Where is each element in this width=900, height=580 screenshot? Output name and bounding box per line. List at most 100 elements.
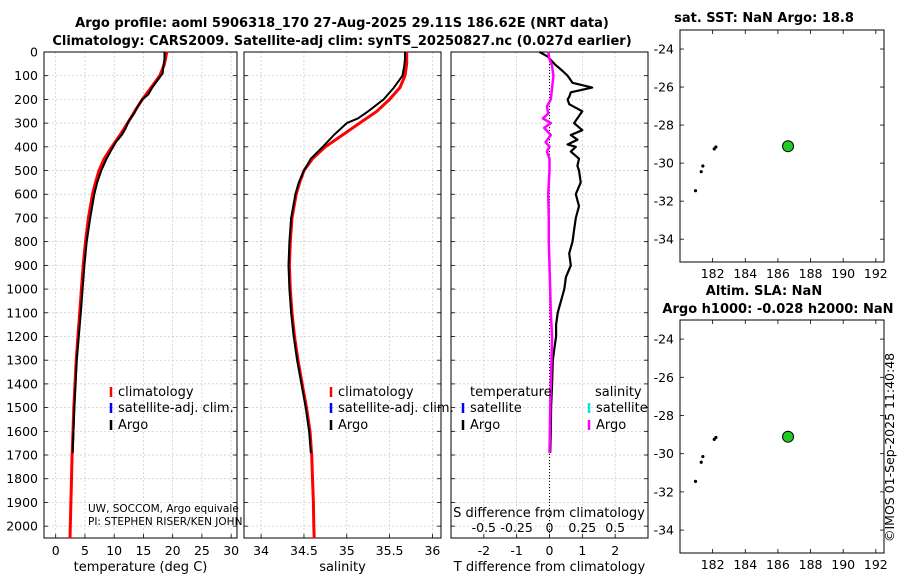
x-tick-label: 30: [223, 543, 239, 558]
x-tick-label: 0: [546, 543, 554, 558]
salinity-difference-line-point: [548, 158, 551, 160]
y-tick-label: -30: [654, 156, 674, 171]
argo-line-point: [300, 383, 302, 385]
temperature-difference-line-point: [578, 205, 580, 207]
legend-argo-label: Argo: [338, 418, 368, 433]
legend-temperature-heading: temperature: [470, 385, 552, 400]
argo-line-point: [78, 335, 80, 338]
climatology-line-point: [71, 454, 73, 456]
x-tick-label: 184: [733, 557, 757, 572]
temperature-difference-line-point: [581, 110, 583, 112]
climatology-line-point: [359, 122, 361, 124]
y-tick-label: 800: [14, 234, 38, 249]
figure-title-line2: Climatology: CARS2009. Satellite-adj cli…: [52, 34, 631, 49]
x2-tick-label: 0: [546, 520, 554, 535]
x-tick-label: 10: [106, 543, 122, 558]
x-tick-label: 36: [424, 543, 440, 558]
argo-line-point: [393, 86, 395, 89]
climatology-line-point: [399, 86, 401, 89]
salinity-difference-line-point: [548, 217, 550, 219]
x-tick-label: 184: [733, 266, 757, 281]
x-tick-label: 2: [611, 543, 619, 558]
argo-line: [287, 52, 406, 453]
climatology-line: [287, 52, 409, 539]
x-tick-label: 186: [766, 557, 790, 572]
temperature-difference-line-point: [557, 312, 559, 314]
y-tick-label: -26: [654, 370, 674, 385]
argo-line-point: [404, 51, 406, 53]
salinity-difference-line-point: [548, 169, 551, 172]
argo-line-point: [293, 335, 295, 338]
argo-line-point: [147, 94, 149, 96]
salinity-difference-line-point: [550, 122, 552, 124]
x-axis-label: T difference from climatology: [453, 560, 646, 575]
salinity-difference-line-point: [547, 51, 549, 53]
argo-line-point: [82, 288, 84, 290]
x-tick-label: 192: [864, 266, 888, 281]
x-tick-label: 182: [701, 266, 725, 281]
temperature-difference-line-point: [570, 150, 572, 153]
climatology-line-point: [312, 501, 314, 504]
y-tick-label: 1600: [6, 424, 38, 439]
argo-line-point: [303, 169, 305, 172]
x2-tick-label: -0.25: [500, 520, 532, 535]
temperature-difference-line-point: [563, 288, 565, 290]
y-tick-label: 1500: [6, 400, 38, 415]
x-tick-label: 15: [135, 543, 151, 558]
y-tick-label: -34: [654, 523, 674, 538]
salinity-difference-line-point: [546, 105, 548, 108]
institution-note: UW, SOCCOM, Argo equivale: [88, 503, 239, 515]
argo-line-point: [83, 264, 85, 266]
x2-tick-label: 0.25: [568, 520, 596, 535]
temperature-difference-line-point: [575, 193, 577, 195]
climatology-line-point: [313, 525, 315, 527]
argo-line-point: [294, 193, 296, 195]
salinity-difference-line-point: [549, 430, 551, 432]
salinity-difference-line-point: [548, 452, 551, 454]
track-point: [699, 460, 703, 464]
argo-line-point: [333, 134, 335, 136]
track-point: [693, 189, 698, 193]
argo-line-point: [367, 110, 369, 112]
legend-salinity-heading: salinity: [595, 385, 642, 400]
argo-line-point: [357, 117, 359, 119]
argo-line-point: [105, 158, 108, 160]
legend-argo-label: Argo: [470, 418, 500, 433]
argo-line-point: [86, 241, 88, 243]
x-tick-label: 182: [701, 557, 725, 572]
climatology-line-point: [87, 217, 90, 219]
argo-line-point: [322, 146, 324, 148]
profile-location-marker: [782, 430, 795, 443]
argo-line-point: [100, 169, 102, 172]
temperature-difference-line-point: [568, 103, 570, 105]
climatology-line-point: [166, 51, 168, 53]
climatology-line-point: [341, 134, 344, 136]
argo-line-point: [404, 58, 406, 60]
x-tick-label: 20: [165, 543, 181, 558]
legend-sat-label: satellite-adj. clim.: [118, 401, 234, 416]
salinity-panel: 34 34.5 35 35.5 36 salinity: [243, 51, 442, 575]
legend-argo-label: Argo: [118, 418, 148, 433]
temperature-difference-line-point: [553, 347, 556, 349]
track-point: [701, 454, 705, 459]
argo-line-point: [80, 312, 82, 314]
salinity-difference-line-point: [550, 383, 552, 385]
y-tick-label: 1100: [6, 305, 38, 320]
y-tick-label: -30: [654, 446, 674, 461]
argo-line-point: [290, 217, 292, 219]
x2-tick-label: 0.5: [605, 520, 625, 535]
y-tick-label: -34: [654, 232, 674, 247]
x-tick-label: 190: [831, 557, 855, 572]
salinity-difference-line-point: [546, 150, 548, 153]
x-axis-label: salinity: [319, 560, 366, 575]
climatology-line-point: [70, 501, 72, 504]
y-tick-label: 1300: [6, 353, 38, 368]
climatology-line-point: [69, 525, 71, 527]
climatology-line-point: [406, 63, 408, 65]
argo-line-point: [296, 359, 298, 361]
x-tick-label: 35: [339, 543, 355, 558]
temperature-difference-line-point: [573, 122, 575, 124]
x-tick-label: 5: [81, 543, 89, 558]
legend-clim-label: climatology: [338, 385, 414, 400]
salinity-difference-line-point: [550, 98, 552, 101]
